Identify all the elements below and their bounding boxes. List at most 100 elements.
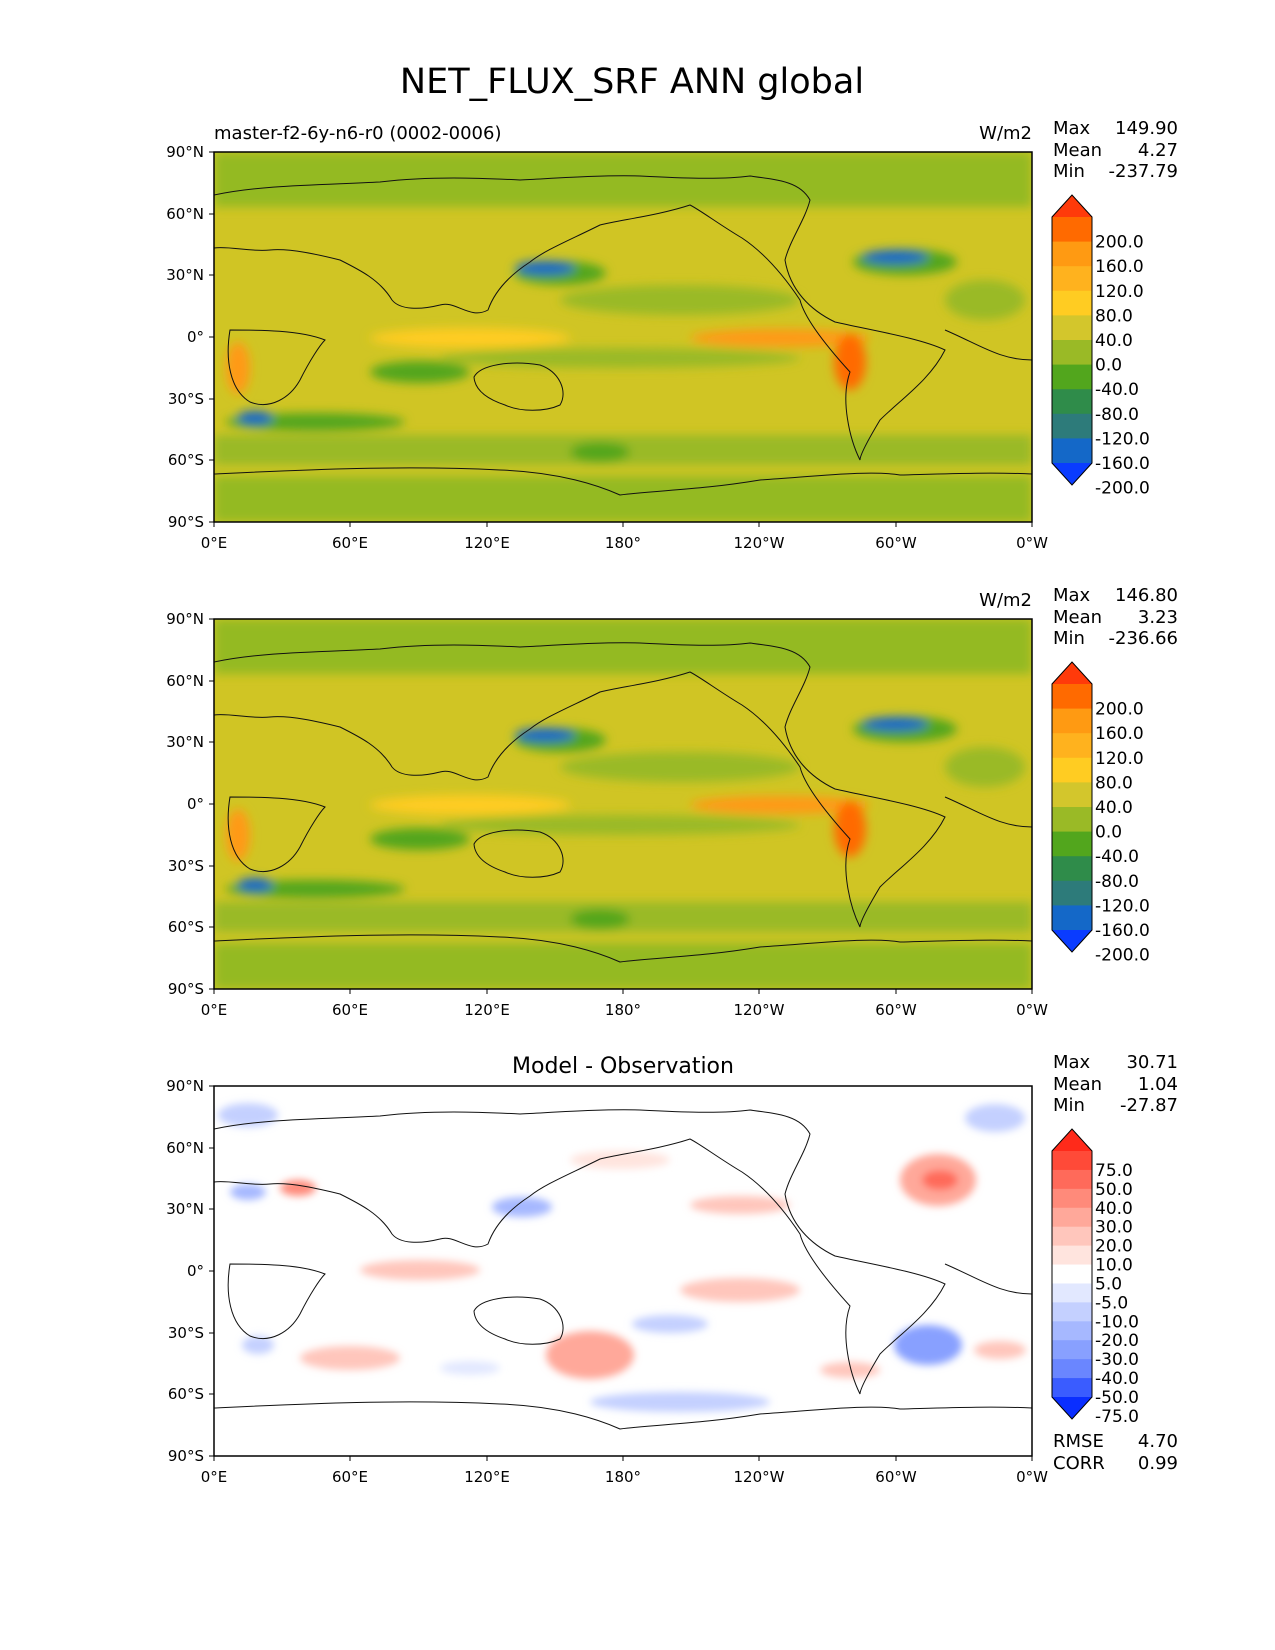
colorbar-extend-max — [1052, 662, 1092, 684]
panel-2-xtick: 60°E — [332, 1001, 368, 1019]
panel-3-stat-label: Max — [1053, 1052, 1091, 1073]
colorbar-tick-label: 200.0 — [1095, 233, 1144, 253]
panel-3-xtick: 60°E — [332, 1468, 368, 1486]
panel-2-field — [214, 619, 1032, 989]
colorbar-tick-label: 200.0 — [1095, 700, 1144, 720]
panel-1-background — [214, 152, 1032, 522]
panel-3-ytick: 90°S — [168, 1447, 204, 1465]
panel-2-stat-value: 146.80 — [1115, 585, 1178, 606]
panel-1-ytick: 30°N — [166, 266, 204, 284]
panel-3-anomalies — [218, 1103, 1026, 1412]
panel-3-stats: Max 30.71 Mean 1.04 Min -27.87 — [1053, 1052, 1178, 1116]
colorbar-tick-label: -10.0 — [1095, 1312, 1139, 1332]
panel-3-xtick: 120°E — [464, 1468, 510, 1486]
panel-1-yaxis: 90°N 60°N 30°N 0° 30°S 60°S 90°S — [166, 143, 214, 531]
panel-3-coastlines — [214, 1109, 1032, 1430]
panel-2-ytick: 30°N — [166, 733, 204, 751]
panel-2-xtick: 0°W — [1016, 1001, 1048, 1019]
panel-3-ytick: 60°N — [166, 1139, 204, 1157]
colorbar-tick-label: 160.0 — [1095, 724, 1144, 744]
colorbar-segment — [1052, 438, 1092, 464]
panel-3-ytick: 30°N — [166, 1200, 204, 1218]
colorbar-tick-label: -40.0 — [1095, 1369, 1139, 1389]
colorbar-segment — [1052, 1226, 1092, 1247]
colorbar-tick-label: 20.0 — [1095, 1237, 1133, 1257]
colorbar-segment — [1052, 708, 1092, 734]
panel-1-stat-value: -237.79 — [1109, 161, 1178, 182]
colorbar-tick-label: -40.0 — [1095, 380, 1139, 400]
colorbar-segment — [1052, 880, 1092, 906]
colorbar-tick-label: 30.0 — [1095, 1218, 1133, 1238]
colorbar-tick-label: -30.0 — [1095, 1350, 1139, 1370]
colorbar-tick-label: 0.0 — [1095, 356, 1122, 376]
colorbar-tick-label: 5.0 — [1095, 1274, 1122, 1294]
panel-3-title: Model - Observation — [512, 1054, 734, 1079]
panel-2-ytick: 90°N — [166, 610, 204, 628]
panel-3-stat-label: Mean — [1053, 1074, 1102, 1095]
panel-2-stat-label: Max — [1053, 585, 1091, 606]
colorbar-tick-label: 0.0 — [1095, 823, 1122, 843]
colorbar-tick-label: -120.0 — [1095, 896, 1150, 916]
panel-2-xtick: 180° — [605, 1001, 641, 1019]
colorbar-outline — [1051, 194, 1093, 486]
panel-3-xaxis: 0°E 60°E 120°E 180° 120°W 60°W 0°W — [201, 1456, 1048, 1486]
panel-3-xtick: 120°W — [734, 1468, 785, 1486]
colorbar-segment — [1052, 1188, 1092, 1209]
panel-2-background — [214, 619, 1032, 989]
panel-3-colorbar: 75.050.040.030.020.010.05.0-5.0-10.0-20.… — [1051, 1128, 1139, 1427]
panel-1-stat-value: 149.90 — [1115, 118, 1178, 139]
colorbar-segment — [1052, 1207, 1092, 1228]
panel-2-stat-value: -236.66 — [1109, 628, 1178, 649]
panel-1-xtick: 0°E — [201, 534, 228, 552]
colorbar-extend-min — [1052, 1397, 1092, 1419]
colorbar-tick-label: -200.0 — [1095, 479, 1150, 499]
colorbar-tick-label: -160.0 — [1095, 454, 1150, 474]
panel-1-stat-value: 4.27 — [1138, 140, 1178, 161]
colorbar-tick-label: 40.0 — [1095, 331, 1133, 351]
colorbar-tick-label: -160.0 — [1095, 921, 1150, 941]
panel-1-xaxis: 0°E 60°E 120°E 180° 120°W 60°W 0°W — [201, 522, 1048, 552]
panel-2-coastlines — [214, 642, 1032, 963]
colorbar-segment — [1052, 364, 1092, 390]
colorbar-extend-min — [1052, 930, 1092, 952]
colorbar-segment — [1052, 807, 1092, 833]
colorbar-segment — [1052, 217, 1092, 243]
panel-3-stat-value: 30.71 — [1126, 1052, 1178, 1073]
colorbar-segment — [1052, 1283, 1092, 1303]
panel-1-xtick: 120°W — [734, 534, 785, 552]
panel-1-field — [214, 152, 1032, 522]
panel-1-xtick: 60°W — [875, 534, 917, 552]
panel-1-ytick: 90°S — [168, 513, 204, 531]
panel-1-ytick: 60°S — [168, 451, 204, 469]
panel-2-ytick: 0° — [187, 795, 204, 813]
panel-1-stat-label: Max — [1053, 118, 1091, 139]
colorbar-segment — [1052, 1321, 1092, 1341]
panel-2-ytick: 60°S — [168, 918, 204, 936]
panel-1-stat-label: Min — [1053, 161, 1085, 182]
colorbar-tick-label: 40.0 — [1095, 798, 1133, 818]
panel-2-xtick: 120°E — [464, 1001, 510, 1019]
panel-3-stat-value: 1.04 — [1138, 1074, 1178, 1095]
colorbar-tick-label: -200.0 — [1095, 946, 1150, 966]
colorbar-tick-label: -120.0 — [1095, 429, 1150, 449]
colorbar-segment — [1052, 241, 1092, 267]
panel-1-ytick: 90°N — [166, 143, 204, 161]
colorbar-extend-max — [1052, 195, 1092, 217]
panel-1-coastlines — [214, 175, 1032, 496]
panel-3-extra-value: 4.70 — [1138, 1431, 1178, 1452]
panel-1-colorbar: 200.0 160.0 120.0 80.0 40.0 0.0 -40.0 -80.0 -120… — [1051, 194, 1150, 499]
panel-2-stats: Max 146.80 Mean 3.23 Min -236.66 — [1053, 585, 1178, 649]
panel-1-xtick: 180° — [605, 534, 641, 552]
colorbar-tick-label: -80.0 — [1095, 405, 1139, 425]
panel-2-xaxis: 0°E 60°E 120°E 180° 120°W 60°W 0°W — [201, 989, 1048, 1019]
panel-1-anomalies — [214, 152, 1032, 522]
panel-3-xtick: 60°W — [875, 1468, 917, 1486]
panel-3-ytick: 30°S — [168, 1324, 204, 1342]
colorbar-tick-label: -75.0 — [1095, 1407, 1139, 1427]
panel-3-ytick: 60°S — [168, 1385, 204, 1403]
colorbar-segment — [1052, 290, 1092, 316]
panel-3-xtick: 0°E — [201, 1468, 228, 1486]
colorbar-tick-label: 120.0 — [1095, 749, 1144, 769]
panel-3-xtick: 180° — [605, 1468, 641, 1486]
